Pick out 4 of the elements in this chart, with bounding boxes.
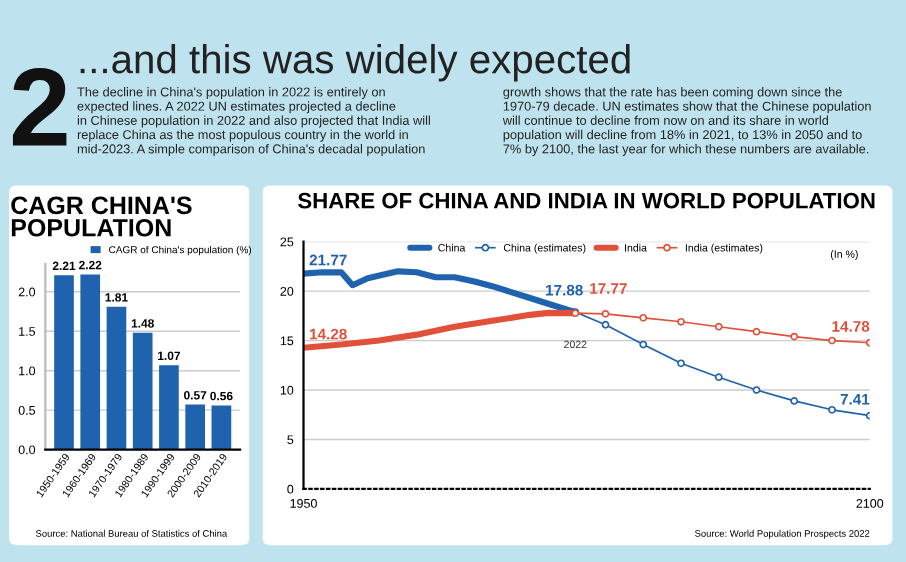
text: ...and this was widely expected [80, 43, 630, 82]
chart-title: SHARE OF CHINA AND INDIA IN WORLD POPULATION [297, 192, 875, 209]
chart-title: CAGR CHINA'S POPULATION [11, 196, 192, 237]
text: 2 [12, 67, 67, 146]
